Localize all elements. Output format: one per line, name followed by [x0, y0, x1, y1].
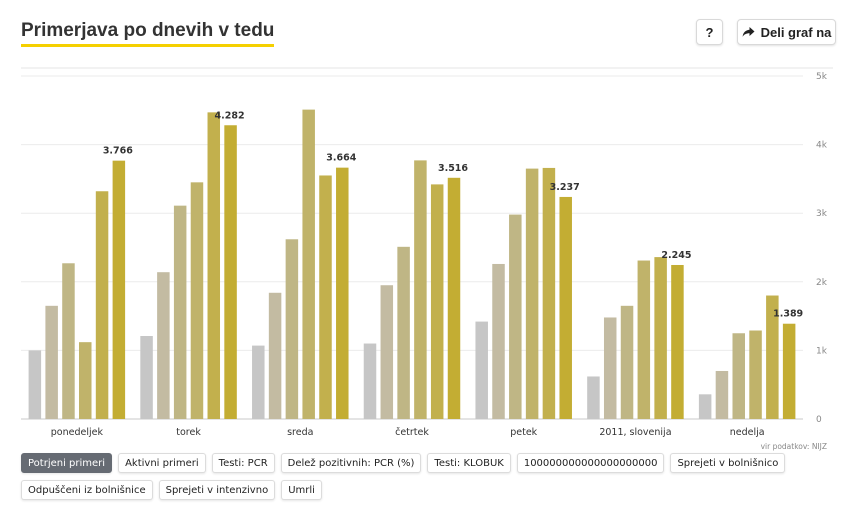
- bar-chart: 0 1k 2k 3k 4k 5k 3.766 ponedeljek 4.282 torek 3.66…: [21, 67, 833, 438]
- bar: [654, 257, 667, 419]
- bar: [587, 376, 600, 419]
- tab-9[interactable]: Sprejeti v intenzivno: [158, 480, 276, 500]
- bar: [268, 292, 282, 419]
- data-label: 3.664: [326, 153, 356, 164]
- data-label: 3.516: [438, 163, 468, 174]
- share-arrow-icon: [742, 27, 755, 37]
- x-category-label: ponedeljek: [51, 427, 104, 438]
- help-button[interactable]: ?: [696, 19, 723, 45]
- bar: [363, 343, 377, 419]
- bar: [430, 184, 444, 419]
- metric-tabs: Potrjeni primeri Aktivni primeri Testi: PC…: [21, 453, 821, 500]
- bar: [637, 260, 651, 419]
- bar: [492, 263, 505, 419]
- y-tick-label: 4k: [816, 141, 828, 151]
- bar: [336, 167, 349, 419]
- data-label: 2.245: [661, 250, 691, 261]
- y-tick-label: 2k: [816, 278, 828, 288]
- bar: [766, 295, 779, 419]
- bar: [140, 335, 153, 419]
- data-label: 3.766: [103, 146, 133, 157]
- tab-2[interactable]: Aktivni primeri: [118, 453, 206, 473]
- data-label: 1.389: [773, 309, 803, 320]
- bar: [447, 177, 461, 419]
- bar: [157, 272, 170, 419]
- bar: [173, 205, 187, 419]
- share-button[interactable]: Deli graf na: [737, 19, 836, 45]
- x-category-label: torek: [176, 427, 201, 438]
- data-label: 3.237: [550, 182, 580, 193]
- bar: [749, 330, 762, 419]
- bar: [112, 160, 126, 419]
- bar: [95, 191, 109, 419]
- tab-5[interactable]: Testi: KLOBUK: [427, 453, 511, 473]
- bar: [380, 285, 394, 419]
- bar: [224, 125, 237, 420]
- bar: [207, 112, 221, 419]
- help-button-label: ?: [705, 24, 714, 40]
- bar: [559, 196, 572, 419]
- page-title: Primerjava po dnevih v tedu: [21, 20, 275, 47]
- bar: [302, 109, 315, 419]
- bar: [45, 305, 58, 419]
- y-tick-label: 0: [816, 415, 822, 425]
- bar: [285, 239, 299, 419]
- x-category-label: sreda: [287, 427, 313, 438]
- tab-6[interactable]: 100000000000000000000: [516, 453, 665, 473]
- bar: [715, 370, 729, 419]
- bar: [252, 345, 265, 419]
- tab-10[interactable]: Umrli: [281, 480, 322, 500]
- bar: [397, 246, 410, 419]
- x-category-label: 2011, slovenija: [599, 427, 671, 438]
- bar: [319, 175, 332, 419]
- bar: [509, 214, 522, 419]
- y-tick-label: 5k: [816, 72, 828, 82]
- tab-8[interactable]: Odpuščeni iz bolnišnice: [21, 480, 153, 500]
- bar: [190, 182, 204, 419]
- tab-4[interactable]: Delež pozitivnih: PCR (%): [280, 453, 422, 473]
- bar: [603, 317, 617, 419]
- bar: [79, 342, 92, 419]
- tab-3[interactable]: Testi: PCR: [211, 453, 275, 473]
- data-label: 4.282: [215, 110, 245, 121]
- bar: [542, 167, 556, 419]
- x-category-label: nedelja: [730, 427, 765, 438]
- bar: [28, 350, 42, 419]
- tab-7[interactable]: Sprejeti v bolnišnico: [670, 453, 786, 473]
- bar: [62, 263, 75, 419]
- bar: [698, 394, 712, 419]
- bar: [620, 305, 634, 419]
- bar: [525, 168, 539, 419]
- x-category-label: petek: [510, 427, 537, 438]
- bar: [475, 321, 488, 419]
- data-source-note: vir podatkov: NIJZ: [760, 442, 827, 451]
- share-button-label: Deli graf na: [760, 24, 832, 40]
- bar: [732, 333, 745, 419]
- tab-1[interactable]: Potrjeni primeri: [21, 453, 113, 473]
- bar: [414, 160, 427, 420]
- y-tick-label: 3k: [816, 209, 828, 219]
- y-tick-label: 1k: [816, 346, 828, 356]
- x-category-label: četrtek: [395, 427, 429, 438]
- bar: [671, 264, 684, 419]
- bar: [782, 323, 796, 419]
